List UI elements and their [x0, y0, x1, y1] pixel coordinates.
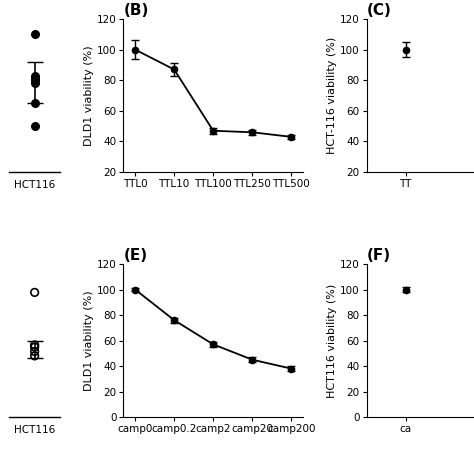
Y-axis label: HCT116 viability (%): HCT116 viability (%): [327, 283, 337, 398]
Point: [31, 75, 38, 82]
Text: (E): (E): [123, 248, 147, 263]
Text: (C): (C): [367, 3, 392, 18]
Point: [31, 100, 38, 107]
Point: [31, 343, 38, 351]
Text: (F): (F): [367, 248, 391, 263]
Text: (B): (B): [123, 3, 149, 18]
Point: [31, 122, 38, 130]
Point: [31, 30, 38, 38]
Y-axis label: DLD1 viability (%): DLD1 viability (%): [84, 290, 94, 391]
Y-axis label: HCT-116 viability (%): HCT-116 viability (%): [327, 37, 337, 154]
Point: [31, 289, 38, 296]
Point: [31, 352, 38, 360]
Point: [31, 341, 38, 349]
Point: [31, 76, 38, 84]
Point: [31, 80, 38, 87]
Y-axis label: DLD1 viability (%): DLD1 viability (%): [84, 45, 94, 146]
Point: [31, 72, 38, 80]
Point: [31, 348, 38, 356]
